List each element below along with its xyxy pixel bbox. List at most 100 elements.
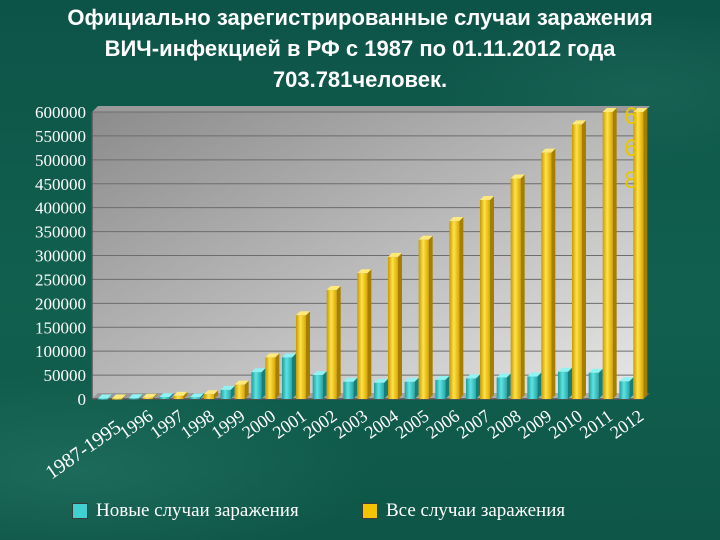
bar-top: [633, 108, 648, 112]
bar-face: [282, 357, 292, 399]
slide-title: Официально зарегистрированные случаи зар…: [67, 5, 653, 92]
bar-face: [633, 112, 644, 399]
bar-top: [159, 393, 174, 398]
legend-label-total: Все случаи заражения: [386, 500, 566, 521]
bar-side: [520, 174, 525, 399]
bar-face: [190, 397, 200, 399]
bar-total-cases: [633, 108, 648, 399]
bar-face: [234, 384, 245, 399]
bar-side: [445, 375, 450, 399]
bar-top: [558, 367, 572, 372]
bar-total-cases: [480, 196, 494, 399]
bar-total-cases: [418, 235, 433, 399]
bar-top: [326, 285, 341, 290]
bar-total-cases: [142, 393, 157, 399]
bar-new-cases: [496, 373, 511, 399]
bar-side: [108, 394, 112, 399]
legend-swatch-teal: [72, 503, 88, 519]
y-tick-label: 100000: [35, 342, 86, 361]
bar-side: [568, 367, 572, 399]
bar-top: [418, 235, 433, 240]
bar-face: [510, 178, 521, 399]
chart-legend: Новые случаи заражения Все случаи зараже…: [72, 500, 692, 526]
bar-top: [404, 377, 419, 382]
bar-side: [490, 196, 494, 399]
y-tick-label: 50000: [44, 366, 87, 385]
bar-top: [190, 393, 204, 398]
plot-top-edge: [92, 106, 650, 112]
bar-new-cases: [128, 394, 143, 400]
bar-top: [312, 371, 327, 376]
legend-swatch-yellow: [362, 503, 378, 519]
bar-face: [220, 389, 231, 399]
bar-face: [312, 375, 323, 399]
y-tick-label: 400000: [35, 199, 86, 218]
x-tick-label: 1987-1995: [42, 416, 126, 484]
bar-face: [112, 398, 122, 400]
bar-new-cases: [558, 367, 572, 399]
bar-top: [435, 375, 450, 380]
bar-top: [602, 108, 617, 112]
bar-top: [449, 217, 464, 222]
bar-top: [98, 394, 112, 399]
bar-new-cases: [282, 353, 296, 399]
bar-side: [612, 108, 617, 399]
bar-total-cases: [388, 252, 402, 399]
bar-side: [582, 120, 586, 399]
bar-side: [551, 148, 556, 399]
bar-face: [343, 381, 354, 399]
bar-top: [510, 174, 525, 179]
bar-top: [388, 252, 402, 257]
bar-total-cases: [510, 174, 525, 399]
bar-top: [496, 373, 511, 378]
bar-total-cases: [112, 394, 126, 400]
bar-face: [480, 200, 490, 399]
bar-face: [142, 397, 153, 399]
bar-face: [558, 371, 568, 399]
bar-top: [173, 391, 188, 396]
bar-top: [357, 269, 372, 274]
y-tick-label: 250000: [35, 270, 86, 289]
bar-face: [496, 377, 507, 399]
bar-total-cases: [602, 108, 617, 399]
bar-side: [292, 353, 296, 399]
y-tick-label: 450000: [35, 175, 86, 194]
bar-top: [251, 368, 266, 373]
bar-face: [588, 372, 599, 399]
bar-face: [541, 152, 552, 399]
bar-top: [282, 353, 296, 358]
bar-side: [152, 393, 157, 399]
bar-top: [572, 120, 586, 125]
y-tick-label: 600000: [35, 103, 86, 122]
x-tick-label: 2012: [606, 406, 647, 443]
bar-face: [388, 256, 398, 399]
y-tick-label: 350000: [35, 223, 86, 242]
bar-top: [112, 394, 126, 399]
bar-face: [602, 112, 613, 399]
y-tick-label: 200000: [35, 294, 86, 313]
bar-top: [128, 394, 143, 399]
bar-total-cases: [572, 120, 586, 399]
bar-side: [200, 393, 204, 399]
bar-side: [598, 368, 603, 399]
bar-total-cases: [326, 285, 341, 399]
bar-new-cases: [374, 378, 388, 399]
bar-face: [296, 315, 306, 399]
bar-side: [398, 252, 402, 399]
bar-side: [336, 285, 341, 399]
bar-side: [169, 393, 174, 399]
bar-new-cases: [190, 393, 204, 399]
bar-side: [275, 353, 280, 399]
bar-side: [322, 371, 327, 399]
bar-face: [357, 273, 368, 399]
bar-top: [466, 374, 480, 379]
bar-new-cases: [159, 393, 174, 399]
bar-new-cases: [619, 377, 634, 399]
bar-new-cases: [98, 394, 112, 400]
bar-new-cases: [588, 368, 603, 399]
bar-total-cases: [173, 391, 188, 399]
bar-face: [98, 398, 108, 400]
bar-new-cases: [435, 375, 450, 399]
bar-total-cases: [204, 390, 218, 399]
y-tick-label: 150000: [35, 318, 86, 337]
